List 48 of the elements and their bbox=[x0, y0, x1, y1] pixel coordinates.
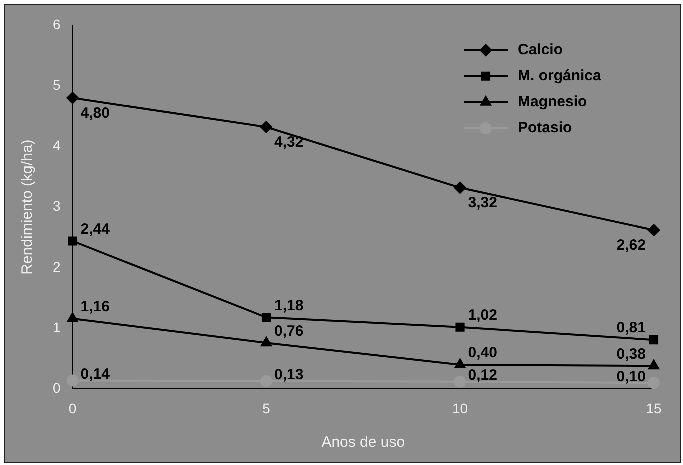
y-tick-label: 3 bbox=[52, 198, 61, 214]
data-label: 1,02 bbox=[468, 306, 498, 324]
x-axis-title: Anos de uso bbox=[322, 434, 406, 452]
data-label: 2,44 bbox=[80, 220, 111, 238]
data-label: 0,12 bbox=[468, 367, 498, 384]
point bbox=[648, 377, 660, 390]
point bbox=[66, 374, 79, 387]
legend-label: Magnesio bbox=[518, 94, 588, 111]
y-tick-label: 4 bbox=[52, 138, 61, 154]
point bbox=[648, 360, 660, 370]
data-label: 3,32 bbox=[468, 194, 498, 212]
legend-label: Potasio bbox=[518, 120, 572, 137]
y-axis-title: Rendimiento (kg/ha) bbox=[19, 140, 36, 275]
data-label: 0,40 bbox=[468, 344, 498, 362]
legend-label: Calcio bbox=[518, 42, 564, 59]
point bbox=[262, 313, 272, 322]
point bbox=[649, 336, 659, 345]
data-label: 0,10 bbox=[616, 368, 646, 386]
data-label: 1,18 bbox=[274, 297, 304, 314]
x-tick-label: 5 bbox=[262, 400, 271, 416]
data-label: 1,16 bbox=[80, 298, 110, 316]
data-label: 0,81 bbox=[616, 320, 646, 337]
x-tick-label: 10 bbox=[452, 400, 468, 416]
y-tick-label: 0 bbox=[52, 380, 61, 396]
x-tick-label: 0 bbox=[68, 400, 77, 416]
y-tick-label: 2 bbox=[52, 258, 61, 275]
y-tick-label: 6 bbox=[52, 16, 61, 32]
data-label: 0,76 bbox=[274, 322, 304, 340]
data-label: 0,38 bbox=[616, 346, 646, 363]
point bbox=[68, 236, 78, 246]
data-label: 0,14 bbox=[80, 366, 111, 383]
data-label: 4,80 bbox=[80, 104, 110, 122]
point bbox=[454, 182, 466, 194]
point bbox=[261, 337, 272, 347]
point bbox=[648, 224, 660, 236]
legend-label: M. orgánica bbox=[518, 68, 602, 85]
point bbox=[260, 121, 273, 134]
y-tick-label: 1 bbox=[52, 319, 61, 336]
x-tick-label: 15 bbox=[646, 400, 662, 416]
point bbox=[454, 358, 466, 368]
y-tick-label: 5 bbox=[52, 76, 61, 93]
point bbox=[66, 92, 79, 104]
point bbox=[456, 322, 465, 332]
point bbox=[260, 375, 273, 388]
data-label: 2,62 bbox=[616, 236, 646, 254]
point bbox=[454, 376, 466, 388]
data-label: 0,13 bbox=[274, 366, 304, 384]
point bbox=[67, 312, 78, 322]
